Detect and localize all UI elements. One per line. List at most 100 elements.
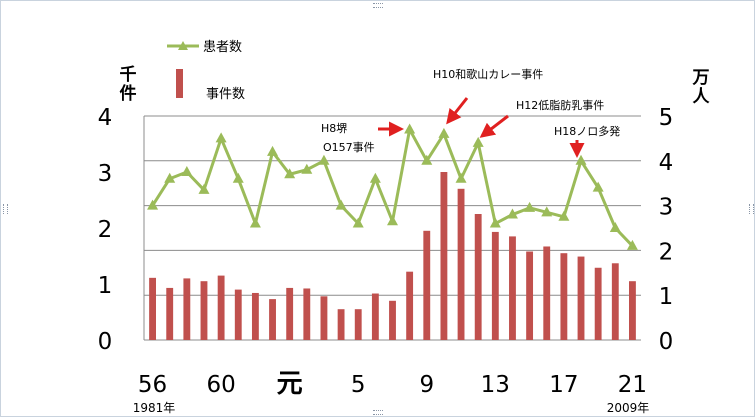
x-start-year-label: 1981年 xyxy=(133,401,176,415)
x-tick-21: 21 xyxy=(618,372,647,398)
right-axis-unit-line2: 人 xyxy=(693,87,711,107)
point-1999 xyxy=(455,172,467,183)
axis-ticks: 0 1 2 3 4 0 1 2 3 4 5 56 60 元 5 9 13 17 21 xyxy=(98,105,674,399)
bar-1997 xyxy=(423,230,431,340)
bar-1996 xyxy=(406,271,414,340)
bar-series-incidents xyxy=(149,172,636,340)
resize-handle-top[interactable] xyxy=(373,3,383,8)
bar-1983 xyxy=(183,278,191,340)
point-2001 xyxy=(489,217,501,228)
right-tick-4: 4 xyxy=(659,150,674,176)
resize-handle-left[interactable] xyxy=(3,204,8,214)
point-1993 xyxy=(352,217,364,228)
bar-1995 xyxy=(389,300,396,340)
resize-handle-right[interactable] xyxy=(749,204,754,214)
right-tick-1: 1 xyxy=(659,284,674,310)
x-tick-60: 60 xyxy=(206,372,235,398)
patients-line xyxy=(151,127,634,247)
annotation-h8-line1: H8堺 xyxy=(321,122,347,135)
x-end-year-label: 2009年 xyxy=(607,401,650,415)
annotation-h8-line2: O157事件 xyxy=(323,141,375,154)
left-axis-unit-line1: 千 xyxy=(120,65,137,85)
bar-1991 xyxy=(320,296,328,340)
point-1998 xyxy=(438,127,450,138)
point-1984 xyxy=(198,183,210,194)
x-tick-元: 元 xyxy=(277,369,303,399)
bar-1993 xyxy=(354,309,362,340)
x-tick-5: 5 xyxy=(351,372,366,398)
annotation-h12-arrow xyxy=(479,114,509,138)
bar-2001 xyxy=(491,231,499,340)
legend-bar-swatch xyxy=(176,69,183,98)
point-2002 xyxy=(506,208,518,219)
point-1983 xyxy=(181,166,193,176)
point-1982 xyxy=(164,172,176,183)
bar-2003 xyxy=(526,251,534,340)
bar-1998 xyxy=(440,172,448,340)
point-2004 xyxy=(541,206,553,217)
legend-line-label: 患者数 xyxy=(203,40,242,55)
right-tick-3: 3 xyxy=(659,195,674,221)
point-2003 xyxy=(524,201,536,212)
bar-1994 xyxy=(371,293,379,340)
legend: 患者数 事件数 xyxy=(167,40,245,102)
bar-2005 xyxy=(560,253,568,340)
bar-1986 xyxy=(234,289,242,340)
bar-2008 xyxy=(611,263,619,340)
annotation-h12-label: H12低脂肪乳事件 xyxy=(516,98,604,112)
point-1989 xyxy=(284,168,296,179)
annotations: H8堺 O157事件 H10和歌山カレー事件 H12低脂肪乳事件 H18ノロ多発 xyxy=(321,67,620,158)
bar-1987 xyxy=(251,292,259,340)
left-axis-unit-line2: 件 xyxy=(120,83,137,104)
left-tick-0: 0 xyxy=(98,329,113,355)
legend-bar-label: 事件数 xyxy=(206,87,245,102)
point-1986 xyxy=(232,172,244,183)
point-1992 xyxy=(335,199,347,210)
bar-2006 xyxy=(577,256,585,340)
point-2006 xyxy=(575,154,587,165)
left-tick-3: 3 xyxy=(98,161,113,187)
point-1997 xyxy=(421,154,433,165)
point-1994 xyxy=(369,172,381,183)
point-2008 xyxy=(609,222,621,232)
x-tick-17: 17 xyxy=(549,372,578,398)
point-1995 xyxy=(387,215,398,226)
bar-1992 xyxy=(337,309,345,340)
bar-1982 xyxy=(166,287,174,340)
right-tick-0: 0 xyxy=(659,329,674,355)
annotation-h10-label: H10和歌山カレー事件 xyxy=(433,67,543,81)
x-tick-9: 9 xyxy=(419,372,434,398)
bar-1988 xyxy=(269,299,276,340)
point-2000 xyxy=(472,136,484,147)
right-tick-2: 2 xyxy=(659,239,674,265)
point-2005 xyxy=(558,210,570,221)
point-1985 xyxy=(215,132,227,143)
legend-triangle-marker xyxy=(178,41,188,50)
bar-1999 xyxy=(457,188,465,340)
right-axis-unit-line1: 万 xyxy=(692,68,710,88)
point-1996 xyxy=(404,123,416,134)
bar-2002 xyxy=(509,236,516,340)
bar-1989 xyxy=(286,287,294,340)
annotation-h18-label: H18ノロ多発 xyxy=(554,124,620,138)
bar-1990 xyxy=(303,288,311,340)
left-tick-4: 4 xyxy=(98,105,113,131)
bar-2000 xyxy=(474,214,482,340)
x-tick-56: 56 xyxy=(138,372,167,398)
point-1991 xyxy=(318,154,330,165)
left-tick-2: 2 xyxy=(98,217,113,243)
line-series-patients xyxy=(147,123,638,250)
point-1990 xyxy=(301,163,313,174)
bar-2009 xyxy=(629,281,636,340)
bar-1985 xyxy=(217,275,225,340)
resize-handle-bottom[interactable] xyxy=(373,410,383,415)
point-1981 xyxy=(147,199,159,210)
right-tick-5: 5 xyxy=(659,105,674,131)
x-tick-13: 13 xyxy=(481,372,510,398)
point-1988 xyxy=(267,145,279,156)
point-1987 xyxy=(249,217,261,228)
bar-1984 xyxy=(200,281,208,340)
point-2007 xyxy=(592,181,604,192)
